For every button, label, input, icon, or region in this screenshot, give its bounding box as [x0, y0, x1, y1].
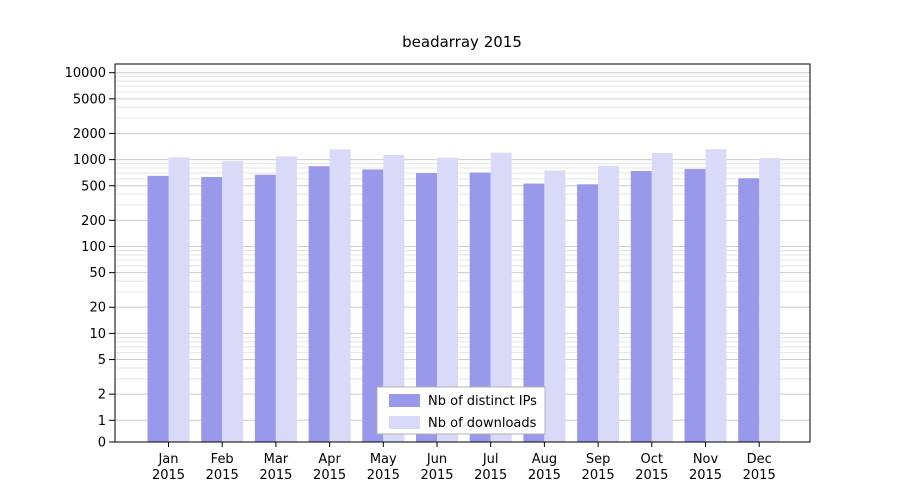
- bar-downloads: [490, 152, 512, 442]
- bar-distinct-ips: [469, 172, 491, 443]
- y-tick-label: 500: [81, 179, 106, 194]
- x-tick-label-year: 2015: [474, 468, 507, 483]
- y-tick-label: 10: [89, 327, 106, 342]
- x-tick-label-year: 2015: [152, 468, 185, 483]
- bar-distinct-ips: [201, 177, 223, 443]
- bar-distinct-ips: [308, 166, 330, 443]
- x-tick-label-month: Jul: [482, 452, 499, 467]
- x-tick-label-month: Jan: [157, 452, 178, 467]
- x-tick-label-year: 2015: [743, 468, 776, 483]
- bar-distinct-ips: [254, 174, 276, 442]
- x-tick-label-year: 2015: [259, 468, 292, 483]
- y-tick-label: 1: [98, 414, 106, 429]
- bar-downloads: [544, 170, 566, 443]
- x-tick-label-year: 2015: [528, 468, 561, 483]
- bar-distinct-ips: [630, 170, 652, 443]
- bar-downloads: [705, 149, 727, 442]
- y-tick-label: 5000: [73, 92, 106, 107]
- x-tick-label-year: 2015: [313, 468, 346, 483]
- bar-downloads: [275, 156, 297, 442]
- legend-label-distinct-ips: Nb of distinct IPs: [428, 394, 537, 409]
- x-tick-label-month: Sep: [586, 452, 611, 467]
- legend-swatch-distinct-ips: [389, 394, 420, 407]
- y-tick-label: 2000: [73, 127, 106, 142]
- x-tick-label-year: 2015: [689, 468, 722, 483]
- bar-downloads: [222, 161, 244, 442]
- bar-distinct-ips: [738, 178, 760, 443]
- bar-downloads: [598, 165, 620, 442]
- y-tick-label: 20: [89, 301, 106, 316]
- y-tick-label: 100: [81, 240, 106, 255]
- y-tick-label: 10000: [65, 66, 106, 81]
- bar-downloads: [651, 153, 673, 442]
- bar-distinct-ips: [684, 168, 706, 442]
- x-tick-label-month: Dec: [747, 452, 772, 467]
- bar-distinct-ips: [577, 184, 599, 443]
- bar-downloads: [437, 157, 458, 442]
- x-tick-label-month: Aug: [532, 452, 557, 467]
- legend-swatch-downloads: [389, 416, 420, 429]
- y-tick-label: 0: [98, 436, 106, 451]
- x-tick-label-month: Apr: [318, 452, 341, 467]
- x-axis-ticks: Jan2015Feb2015Mar2015Apr2015May2015Jun20…: [152, 442, 776, 483]
- bar-downloads: [759, 158, 781, 442]
- bar-distinct-ips: [147, 175, 169, 442]
- y-tick-label: 1000: [73, 153, 106, 168]
- x-tick-label-month: May: [370, 452, 397, 467]
- bar-distinct-ips: [362, 169, 384, 442]
- x-tick-label-month: Oct: [641, 452, 663, 467]
- x-tick-label-year: 2015: [635, 468, 668, 483]
- y-axis-ticks: 0 1 2 5 10 20 50 100 200 500 1000 2000 5000 10000: [65, 66, 115, 451]
- x-tick-label-month: Jun: [426, 452, 447, 467]
- bar-downloads: [168, 157, 190, 442]
- x-tick-label-year: 2015: [420, 468, 453, 483]
- y-tick-label: 5: [98, 353, 106, 368]
- x-tick-label-year: 2015: [582, 468, 615, 483]
- legend: Nb of distinct IPs Nb of downloads: [376, 386, 546, 435]
- bar-distinct-ips: [416, 173, 437, 442]
- legend-label-downloads: Nb of downloads: [428, 416, 537, 431]
- x-tick-label-year: 2015: [367, 468, 400, 483]
- y-tick-label: 2: [98, 388, 106, 403]
- x-tick-label-year: 2015: [206, 468, 239, 483]
- x-tick-label-month: Nov: [693, 452, 719, 467]
- bar-distinct-ips: [523, 183, 545, 442]
- y-tick-label: 200: [81, 214, 106, 229]
- y-tick-label: 50: [89, 266, 106, 281]
- bar-downloads: [383, 154, 405, 442]
- chart-title: beadarray 2015: [402, 33, 522, 51]
- x-tick-label-month: Mar: [264, 452, 289, 467]
- bars-group: [147, 149, 781, 443]
- plot-border: [114, 63, 811, 443]
- x-tick-label-month: Feb: [211, 452, 234, 467]
- bar-downloads: [329, 149, 351, 442]
